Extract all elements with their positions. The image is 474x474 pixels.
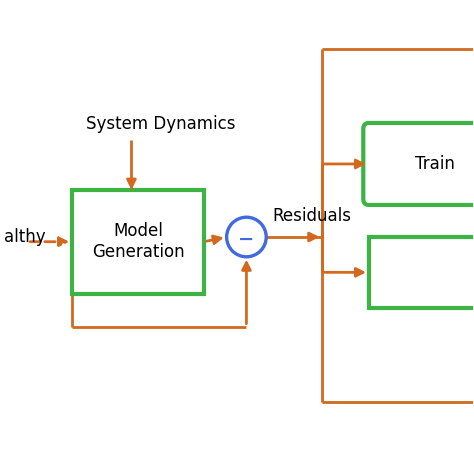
FancyBboxPatch shape [369, 237, 474, 308]
Text: Train: Train [415, 155, 455, 173]
FancyBboxPatch shape [363, 123, 474, 205]
Text: Residuals: Residuals [273, 207, 351, 225]
Text: −: − [238, 230, 255, 249]
FancyBboxPatch shape [72, 190, 204, 293]
Text: althy: althy [4, 228, 46, 246]
Text: Model
Generation: Model Generation [92, 222, 184, 261]
Text: System Dynamics: System Dynamics [86, 115, 236, 133]
Circle shape [227, 217, 266, 257]
